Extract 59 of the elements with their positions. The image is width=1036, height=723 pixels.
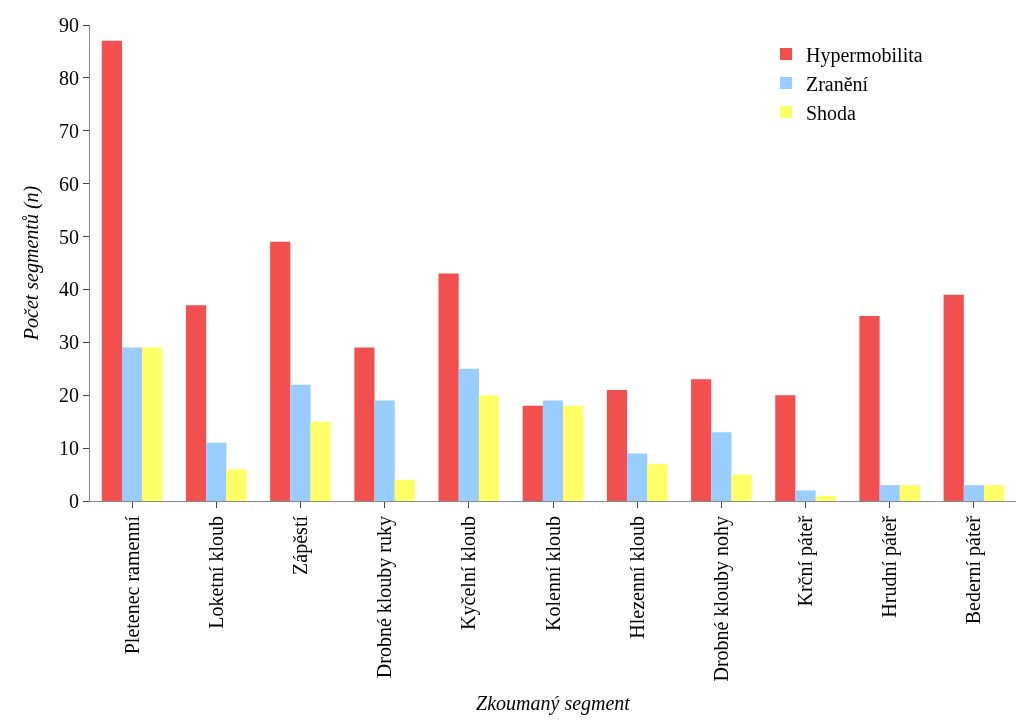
bar [101, 40, 122, 501]
y-tick-label: 90 [59, 14, 79, 36]
bar [542, 400, 564, 501]
x-tick-label: Loketní kloub [204, 516, 227, 629]
bar [859, 315, 880, 501]
y-tick-label: 0 [69, 490, 79, 512]
x-tick-label: Hrudní páteř [878, 515, 902, 618]
legend-label: Hypermobilita [805, 43, 923, 67]
bar [206, 442, 227, 501]
x-tick-label: Drobné klouby ruky [373, 516, 397, 679]
x-tick-label: Pletenec ramenní [120, 515, 143, 655]
bar [606, 389, 628, 501]
y-tick-label: 50 [59, 225, 79, 248]
bar [478, 395, 500, 501]
y-tick-label: 70 [59, 119, 79, 142]
bar [943, 294, 964, 501]
bar [310, 421, 331, 501]
bar [711, 432, 732, 501]
bar [563, 405, 584, 501]
bar [627, 453, 648, 501]
x-tick-label: Bederní páteř [962, 515, 986, 625]
bar [963, 485, 985, 501]
bar [984, 485, 1005, 501]
y-tick-label: 80 [59, 66, 79, 89]
legend-label: Zranění [805, 72, 869, 95]
bar [775, 395, 796, 501]
bar [142, 347, 163, 501]
y-tick-label: 60 [59, 172, 79, 195]
x-tick-label: Hlezenní kloub [625, 516, 648, 639]
bar [522, 405, 543, 501]
bar [458, 368, 479, 501]
bar [815, 495, 836, 501]
x-tick-label: Kyčelní kloub [457, 516, 481, 630]
bar [121, 347, 143, 501]
bar [185, 305, 207, 501]
y-axis-title: Počet segmentů (n) [19, 185, 43, 342]
bar [691, 379, 712, 501]
bar [647, 463, 668, 501]
bar [731, 474, 752, 501]
y-tick-label: 20 [59, 384, 79, 407]
bar [879, 485, 900, 501]
bar [795, 490, 816, 501]
bar [270, 241, 291, 501]
y-tick-label: 40 [59, 278, 79, 301]
x-tick-label: Zápěstí [288, 515, 312, 575]
x-tick-label: Kolenní kloub [541, 516, 564, 631]
y-tick-label: 30 [59, 331, 79, 354]
bar [290, 384, 311, 501]
bar [438, 273, 459, 501]
x-axis-title: Zkoumaný segment [476, 692, 631, 716]
legend-label: Shoda [805, 101, 857, 124]
bar [354, 347, 375, 501]
y-tick-label: 10 [59, 437, 79, 460]
x-tick-label: Krční páteř [794, 515, 818, 607]
bar [226, 469, 247, 501]
x-tick-label: Drobné klouby nohy [709, 516, 733, 682]
bar [394, 479, 415, 501]
bar [374, 400, 395, 501]
bar [899, 485, 921, 501]
